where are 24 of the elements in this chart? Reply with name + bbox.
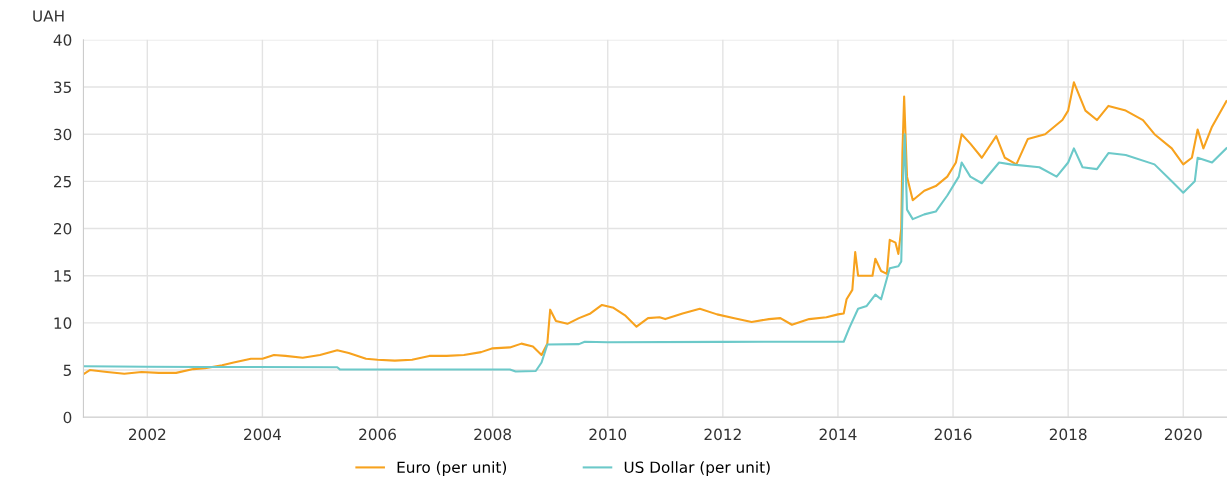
x-tick-label: 2008	[474, 428, 512, 441]
x-tick-label: 2018	[1049, 428, 1087, 441]
x-tick-label: 2010	[589, 428, 627, 441]
y-tick-label: 35	[54, 81, 71, 94]
y-tick-label: 5	[63, 364, 71, 377]
x-tick-label: 2006	[359, 428, 397, 441]
y-tick-label: 30	[54, 128, 72, 141]
y-tick-label: 20	[54, 223, 72, 235]
y-tick-label: 40	[53, 34, 72, 46]
x-tick-label: 2012	[704, 428, 741, 441]
line-series	[83, 81, 1227, 375]
x-tick-label: 2004	[244, 428, 282, 441]
y-tick-label: 15	[54, 270, 71, 282]
y-tick-label: 0	[63, 411, 72, 424]
x-tick-label: 2016	[934, 428, 972, 441]
legend-label: Euro (per unit)	[397, 461, 507, 476]
y-tick-label: 25	[54, 175, 71, 188]
x-tick-label: 2020	[1164, 428, 1202, 441]
legend-label: US Dollar (per unit)	[624, 461, 770, 476]
line-series	[83, 133, 1227, 373]
y-axis-title: UAH	[33, 10, 64, 22]
x-tick-label: 2002	[129, 428, 166, 441]
y-tick-label: 10	[54, 317, 72, 329]
x-tick-label: 2014	[819, 428, 857, 441]
